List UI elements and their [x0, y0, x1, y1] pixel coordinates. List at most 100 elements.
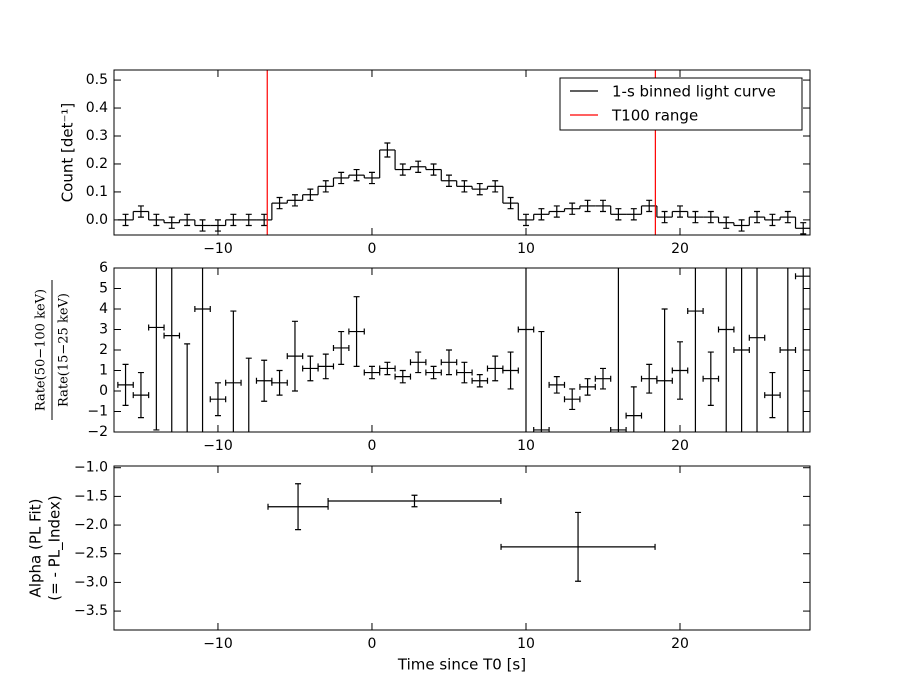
x-error-bar: [286, 353, 304, 360]
error-bar: [476, 182, 483, 196]
x-error-bar: [148, 324, 165, 331]
y-tick-label: −2.0: [74, 517, 108, 533]
error-bar: [122, 213, 129, 227]
x-error-bar: [517, 326, 535, 333]
error-bar: [661, 210, 668, 224]
x-tick-label: 20: [671, 636, 689, 652]
x-error-bar: [702, 375, 720, 382]
x-error-bar: [327, 497, 502, 504]
x-error-bar: [502, 367, 519, 374]
error-bar: [553, 205, 560, 218]
y-tick-label: 0.5: [86, 72, 108, 88]
x-error-bar: [241, 458, 256, 464]
x-tick-label: 20: [671, 438, 689, 454]
y-axis-label: Count [det⁻¹]: [59, 103, 77, 203]
error-bar: [184, 213, 191, 227]
x-error-bar: [779, 347, 797, 353]
y-axis-label-numerator: Rate(50−100 keV): [34, 289, 49, 411]
error-bar: [600, 199, 607, 213]
x-tick-label: 10: [517, 438, 535, 454]
y-tick-label: 0.4: [86, 100, 108, 116]
error-bar: [415, 160, 422, 173]
y-tick-label: 0.2: [86, 156, 108, 172]
error-bar: [368, 171, 375, 185]
error-bar: [137, 205, 144, 218]
y-tick-label: 4: [99, 301, 108, 317]
y-tick-label: −1: [87, 404, 108, 420]
y-tick-label: 5: [99, 281, 108, 297]
x-tick-label: 0: [368, 438, 377, 454]
x-error-bar: [394, 373, 412, 380]
y-tick-label: −3.0: [74, 574, 108, 590]
x-error-bar: [671, 367, 689, 374]
plot-area: [117, 268, 810, 464]
error-bar: [322, 180, 329, 193]
error-bar: [168, 216, 175, 229]
error-bar: [153, 213, 160, 227]
error-bar: [569, 202, 576, 215]
y-axis-label: (= - PL_Index): [46, 495, 65, 600]
error-bar: [353, 168, 360, 182]
error-bar: [245, 213, 252, 227]
error-bar: [538, 208, 545, 221]
error-bar: [584, 199, 591, 213]
error-bar: [754, 210, 761, 224]
error-bar: [461, 180, 468, 193]
error-bar: [307, 188, 314, 201]
error-bar: [199, 219, 206, 232]
x-error-bar: [764, 392, 781, 399]
y-axis-label: Alpha (PL Fit): [27, 499, 45, 598]
y-tick-label: 1: [99, 363, 108, 379]
axes-frame: [113, 465, 811, 631]
y-tick-label: 3: [99, 322, 108, 338]
error-bar: [723, 216, 730, 229]
error-bar: [291, 194, 298, 207]
x-error-bar: [579, 383, 596, 390]
error-bar: [707, 210, 714, 224]
error-bar: [507, 196, 514, 210]
x-tick-label: −10: [203, 636, 233, 652]
x-error-bar: [687, 308, 704, 315]
x-tick-label: 0: [368, 241, 377, 257]
error-bar: [769, 213, 776, 227]
error-bar: [276, 196, 283, 210]
x-error-bar: [548, 381, 566, 388]
x-error-bar: [267, 503, 329, 510]
error-bar: [245, 357, 252, 432]
error-bar: [384, 142, 391, 158]
error-bar: [230, 213, 237, 227]
x-error-bar: [625, 412, 643, 419]
error-bar: [615, 208, 622, 221]
x-error-bar: [748, 334, 766, 341]
error-bar: [399, 163, 406, 176]
error-bar: [492, 180, 499, 193]
legend: [559, 77, 803, 131]
x-error-bar: [733, 347, 750, 353]
error-bar: [800, 222, 807, 235]
x-error-bar: [332, 344, 350, 351]
x-tick-label: −10: [203, 241, 233, 257]
x-error-bar: [225, 379, 242, 386]
x-error-bar: [794, 273, 810, 280]
x-error-bar: [348, 328, 365, 335]
error-bar: [630, 208, 637, 221]
x-error-bar: [425, 369, 442, 376]
x-error-bar: [656, 377, 673, 384]
plot-area: [267, 483, 656, 582]
x-error-bar: [563, 396, 581, 403]
y-tick-label: 0.1: [86, 184, 108, 200]
x-error-bar: [271, 379, 288, 386]
y-tick-label: 0: [99, 383, 108, 399]
x-error-bar: [179, 439, 194, 445]
error-bar: [338, 171, 345, 185]
x-tick-label: 10: [517, 241, 535, 257]
x-tick-label: −10: [203, 438, 233, 454]
y-tick-label: −1.0: [74, 460, 108, 476]
error-bar: [445, 174, 452, 187]
axes-frame: [113, 267, 811, 433]
error-bar: [430, 163, 437, 176]
y-tick-label: −2: [87, 424, 108, 440]
y-axis-label-denominator: Rate(15−25 keV): [57, 293, 72, 407]
x-error-bar: [132, 392, 150, 399]
